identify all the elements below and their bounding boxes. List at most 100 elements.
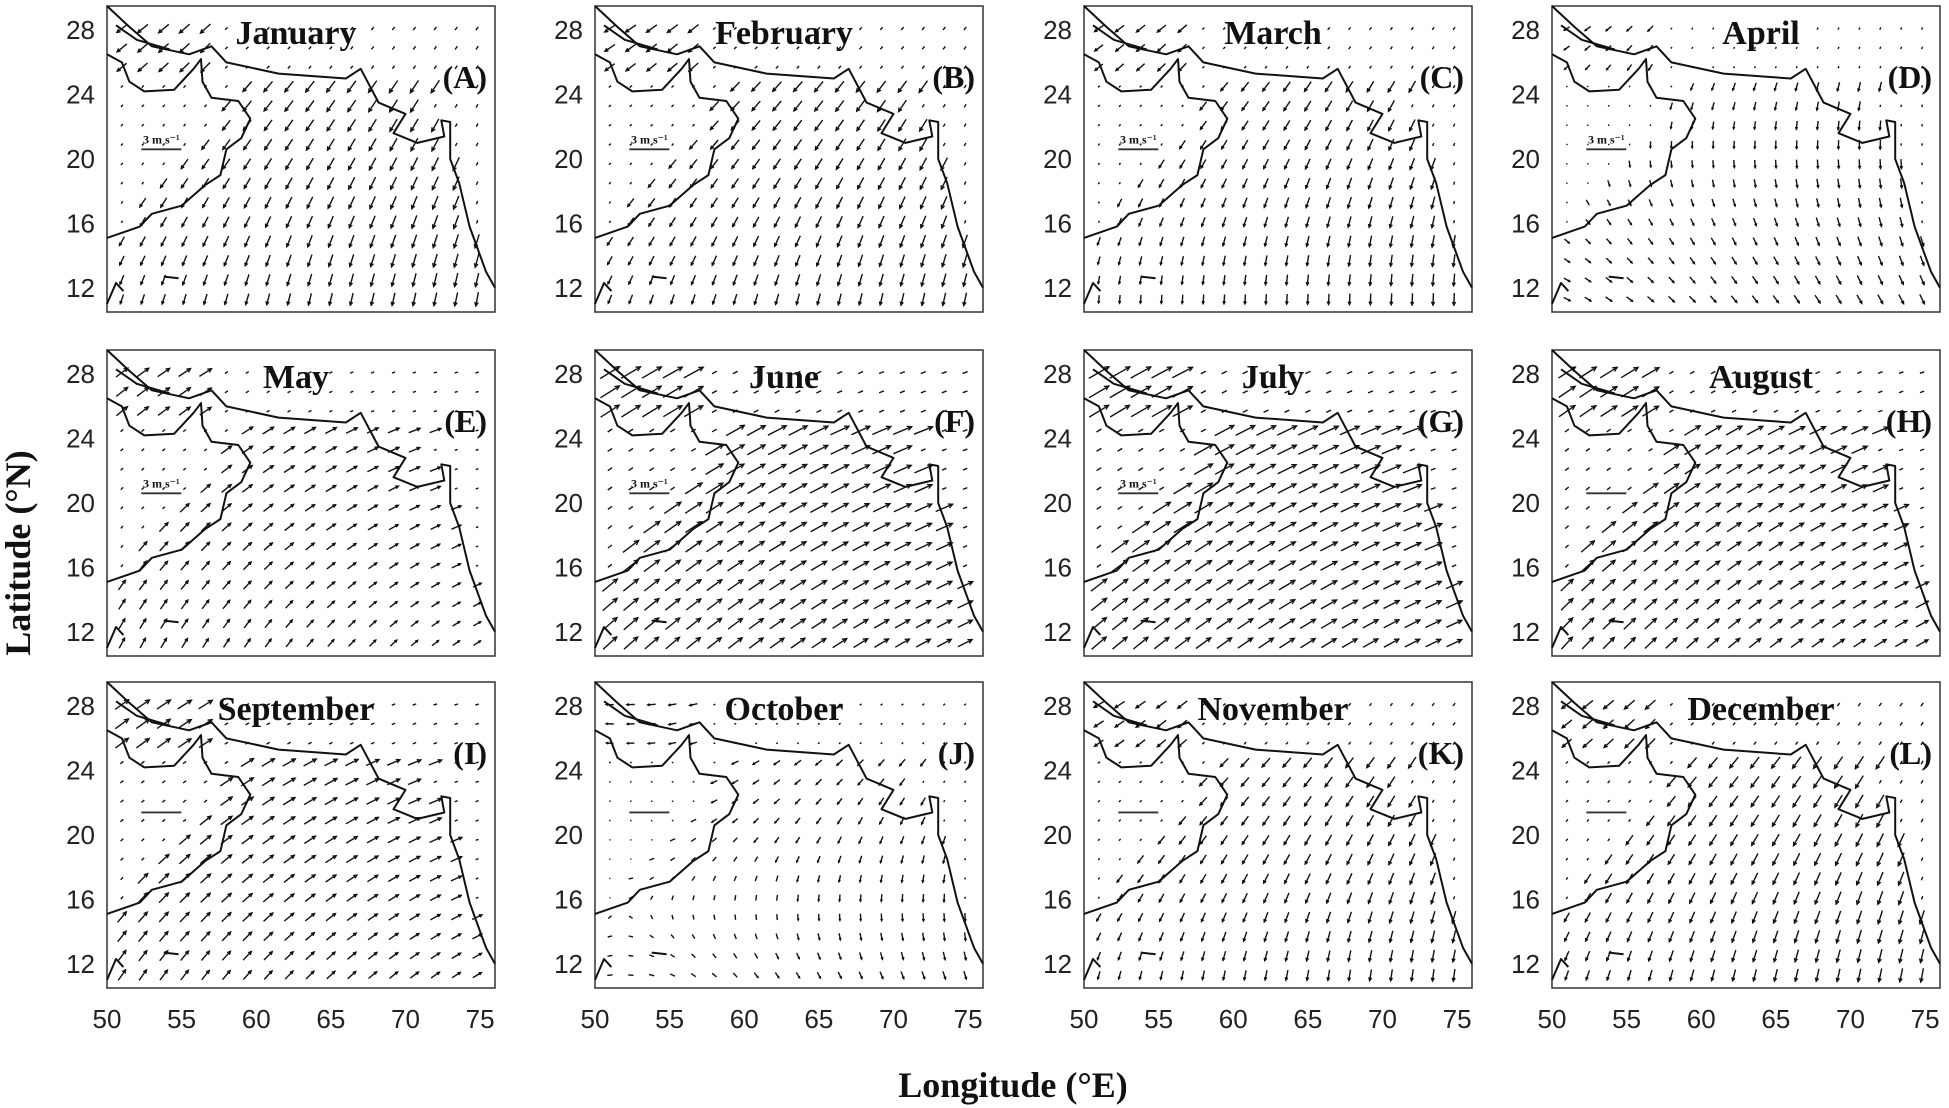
wind-arrow [1237,618,1254,630]
wind-arrow [1180,970,1185,980]
wind-arrow [711,370,718,375]
wind-arrow [962,273,968,287]
wind-arrow [1097,877,1101,880]
wind-arrow [620,366,641,379]
wind-arrow [1430,448,1436,452]
arrow-head [1837,204,1841,209]
wind-arrow [1130,366,1152,379]
wind-arrow [1898,274,1904,285]
arrow-head [395,504,400,509]
arrow-head [814,126,819,132]
wind-arrow [1220,835,1228,845]
wind-arrow [1285,722,1289,726]
wind-arrow [1830,426,1847,435]
arrow-head [1858,281,1863,286]
y-tick-label: 28 [1043,359,1072,389]
arrow-head [1282,782,1287,788]
wind-arrow [180,599,189,610]
arrow-head [822,483,829,489]
wind-arrow [388,523,399,531]
wind-arrow [919,118,928,132]
arrow-head [1777,637,1783,643]
wind-arrow [669,428,676,433]
arrow-head [205,598,210,604]
wind-arrow [1111,578,1129,592]
wind-arrow [162,142,166,147]
wind-arrow [1878,81,1883,92]
wind-arrow [1318,425,1339,436]
wind-arrow [1117,428,1123,433]
arrow-head [326,107,331,113]
wind-arrow [367,951,378,960]
arrow-head [898,165,903,171]
wind-arrow [158,892,169,904]
wind-arrow [220,464,232,474]
arrow-head [1414,638,1422,644]
arrow-head [1305,281,1310,287]
wind-arrow [327,196,335,209]
wind-arrow [1851,465,1868,474]
wind-arrow [772,139,782,150]
wind-arrow [604,24,616,33]
arrow-head [1117,937,1121,942]
arrow-head [836,223,841,229]
arrow-head [1248,521,1256,527]
arrow-head [1858,223,1862,228]
wind-arrow [957,600,973,609]
wind-arrow [1430,196,1436,209]
wind-arrow [1298,444,1318,455]
arrow-head [305,146,311,152]
wind-arrow [1118,761,1122,764]
arrow-head [901,976,905,981]
wind-arrow [689,158,698,169]
arrow-head [1820,445,1827,451]
wind-arrow [222,197,230,208]
arrow-head [394,619,399,624]
wind-arrow [752,197,760,208]
wind-arrow [180,950,190,962]
arrow-head [710,203,715,209]
wind-arrow [1560,636,1573,650]
arrow-head [353,797,360,802]
arrow-head [645,48,651,53]
wind-arrow [1219,777,1229,787]
wind-arrow [410,157,419,171]
wind-arrow [669,255,676,266]
wind-arrow [899,390,906,394]
wind-arrow [199,387,212,397]
arrow-head [1388,146,1393,152]
arrow-head [1241,126,1246,131]
wind-arrow [838,703,842,706]
arrow-head [1670,165,1674,169]
arrow-head [859,976,863,980]
arrow-head [1185,578,1192,585]
wind-arrow [643,578,660,592]
wind-arrow [1389,196,1394,209]
wind-arrow [1285,46,1289,50]
y-tick-label: 20 [66,820,95,850]
wind-arrow [914,484,933,493]
wind-arrow [941,234,948,248]
arrow-head [675,578,682,585]
arrow-head [143,540,148,546]
arrow-head [1409,204,1414,210]
arrow-head [415,951,421,956]
wind-arrow [767,463,787,475]
wind-arrow [1564,544,1570,549]
wind-arrow [1367,177,1374,189]
wind-arrow [789,579,806,591]
wind-arrow [118,618,126,630]
wind-arrow [349,722,354,726]
arrow-head [1733,242,1737,247]
wind-arrow [1132,598,1149,611]
arrow-head [920,243,925,249]
wind-arrow [669,838,676,842]
wind-arrow [243,196,251,209]
wind-arrow [831,599,848,610]
arrow-head [1200,918,1205,923]
arrow-head [1756,579,1763,586]
wind-arrow [1306,274,1310,286]
arrow-head [1241,841,1246,846]
wind-arrow [1858,120,1861,130]
coastline [603,24,658,51]
